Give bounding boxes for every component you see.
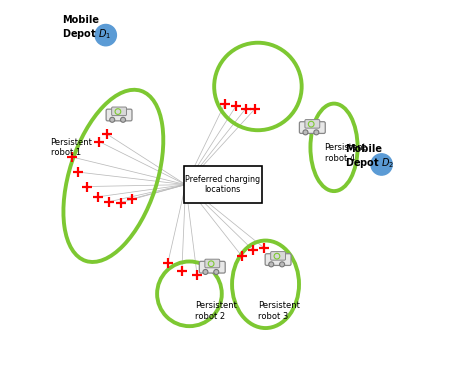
FancyBboxPatch shape xyxy=(305,120,320,128)
Text: Preferred charging
locations: Preferred charging locations xyxy=(185,175,260,194)
FancyBboxPatch shape xyxy=(300,122,325,134)
Circle shape xyxy=(303,130,308,135)
FancyBboxPatch shape xyxy=(205,259,219,268)
Text: Mobile
Depot $D_1$: Mobile Depot $D_1$ xyxy=(62,15,111,41)
Text: Persistent
robot 4: Persistent robot 4 xyxy=(325,143,366,163)
Text: Persistent
robot 2: Persistent robot 2 xyxy=(195,301,237,321)
Circle shape xyxy=(120,117,126,122)
Circle shape xyxy=(269,262,274,267)
FancyBboxPatch shape xyxy=(184,166,262,203)
FancyBboxPatch shape xyxy=(106,109,132,121)
Circle shape xyxy=(371,154,392,175)
Circle shape xyxy=(109,117,115,122)
Circle shape xyxy=(214,269,219,274)
FancyBboxPatch shape xyxy=(271,252,285,260)
Circle shape xyxy=(95,24,117,46)
Circle shape xyxy=(203,269,208,274)
Text: Persistent
robot 1: Persistent robot 1 xyxy=(51,138,92,157)
FancyBboxPatch shape xyxy=(112,107,127,115)
Text: Mobile
Depot $D_2$: Mobile Depot $D_2$ xyxy=(346,144,395,170)
FancyBboxPatch shape xyxy=(265,254,291,266)
Text: Persistent
robot 3: Persistent robot 3 xyxy=(258,301,300,321)
Circle shape xyxy=(314,130,319,135)
FancyBboxPatch shape xyxy=(200,261,225,273)
Circle shape xyxy=(280,262,284,267)
